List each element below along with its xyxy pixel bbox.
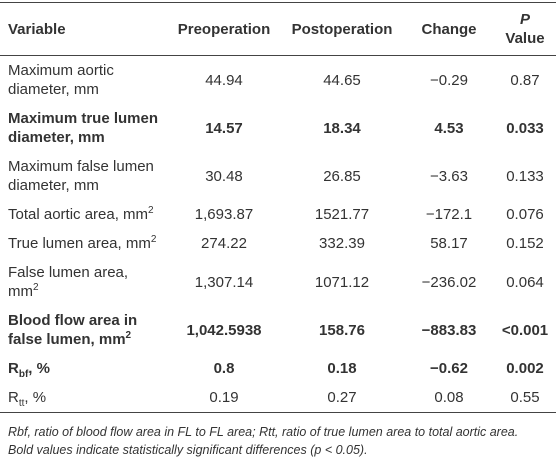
row-label: Total aortic area, mm2 <box>0 200 168 229</box>
value-cell: 0.152 <box>506 235 544 252</box>
text-part: 2 <box>125 330 132 341</box>
row-label: Rbf, % <box>0 354 168 383</box>
text-part: Maximum false lumen diameter, mm <box>8 158 154 194</box>
text-part: 2 <box>150 234 157 245</box>
value-cell: 332.39 <box>319 235 365 252</box>
value-cell: −172.1 <box>425 206 473 223</box>
value-cell: 44.94 <box>205 71 243 89</box>
value-cell: 0.19 <box>209 389 239 406</box>
value-cell: −883.83 <box>421 321 477 339</box>
row-label: Rtt, % <box>0 383 168 413</box>
value-cell: 0.18 <box>327 360 357 377</box>
text-part: Blood flow area in false lumen, mm <box>8 312 138 348</box>
footnote-line: Bold values indicate statistically signi… <box>8 443 368 457</box>
value-cell: 0.27 <box>327 389 357 406</box>
header-cell: Change <box>404 2 494 56</box>
value-cell: 1071.12 <box>314 273 370 291</box>
row-label: Maximum false lumen diameter, mm <box>0 152 168 200</box>
row-label: Maximum aortic diameter, mm <box>0 56 168 105</box>
value-cell: −0.62 <box>430 360 468 377</box>
table-row: Maximum true lumen diameter, mm 14.57 18.3… <box>0 104 556 152</box>
value-cell: 0.133 <box>506 167 544 185</box>
text-part: tt <box>18 398 25 409</box>
value-cell: 0.08 <box>434 389 464 406</box>
text-part: True lumen area, mm <box>8 235 151 252</box>
value-cell: 274.22 <box>201 235 247 252</box>
text-part: Maximum aortic diameter, mm <box>8 62 114 98</box>
text-part: bf <box>18 369 29 380</box>
text-part: Maximum true lumen diameter, mm <box>8 110 159 146</box>
row-label: Blood flow area in false lumen, mm2 <box>0 306 168 354</box>
data-table: Variable Preoperation Postoperation Change P… <box>0 2 556 413</box>
header-cell: P Value <box>494 2 556 56</box>
text-part: 2 <box>33 282 39 293</box>
table-row: Rbf, % 0.8 0.18 −0.62 0.002 <box>0 354 556 383</box>
text-part: False lumen area, mm <box>8 264 129 300</box>
value-cell: 14.57 <box>205 119 243 137</box>
text-part: Value <box>505 30 545 47</box>
text-part: , % <box>28 360 50 377</box>
table-row: Blood flow area in false lumen, mm2 1,042… <box>0 306 556 354</box>
value-cell: 1,042.5938 <box>186 321 262 339</box>
value-cell: 0.002 <box>506 360 544 377</box>
value-cell: −236.02 <box>421 273 477 291</box>
value-cell: 58.17 <box>430 235 468 252</box>
header-cell: Preoperation <box>168 2 280 56</box>
table-row: Maximum false lumen diameter, mm 30.48 26.… <box>0 152 556 200</box>
value-cell: 0.8 <box>213 360 235 377</box>
header-cell: Variable <box>0 2 168 56</box>
value-cell: −3.63 <box>430 167 468 185</box>
table-body: Maximum aortic diameter, mm 44.94 44.65 −0.… <box>0 56 556 413</box>
value-cell: −0.29 <box>430 71 468 89</box>
value-cell: 1,693.87 <box>194 206 254 223</box>
text-part: R <box>8 389 19 406</box>
table-row: True lumen area, mm2 274.22 332.39 58.17 0.1… <box>0 229 556 258</box>
value-cell: 0.064 <box>506 273 544 291</box>
value-cell: <0.001 <box>501 321 549 339</box>
value-cell: 0.87 <box>510 71 540 89</box>
value-cell: 0.033 <box>506 119 544 137</box>
table-row: Total aortic area, mm2 1,693.87 1521.77 −17… <box>0 200 556 229</box>
table-row: Maximum aortic diameter, mm 44.94 44.65 −0.… <box>0 56 556 105</box>
footnote: Rbf, ratio of blood flow area in FL to F… <box>0 413 556 459</box>
row-label: Maximum true lumen diameter, mm <box>0 104 168 152</box>
text-part: , % <box>24 389 47 406</box>
value-cell: 4.53 <box>434 119 464 137</box>
value-cell: 30.48 <box>205 167 243 185</box>
value-cell: 0.55 <box>510 389 540 406</box>
text-part: Total aortic area, mm <box>8 206 149 223</box>
footnote-line: Rbf, ratio of blood flow area in FL to F… <box>8 425 519 439</box>
text-part: P <box>519 11 530 28</box>
header-row: Variable Preoperation Postoperation Change P… <box>0 2 556 56</box>
row-label: True lumen area, mm2 <box>0 229 168 258</box>
value-cell: 44.65 <box>323 71 361 89</box>
value-cell: 26.85 <box>323 167 361 185</box>
value-cell: 0.076 <box>506 206 544 223</box>
header-cell: Postoperation <box>280 2 404 56</box>
value-cell: 1521.77 <box>314 206 370 223</box>
value-cell: 158.76 <box>319 321 365 339</box>
table-row: Rtt, % 0.19 0.27 0.08 0.55 <box>0 383 556 413</box>
table-row: False lumen area, mm2 1,307.14 1071.12 −236… <box>0 258 556 306</box>
value-cell: 1,307.14 <box>194 273 254 291</box>
row-label: False lumen area, mm2 <box>0 258 168 306</box>
text-part: R <box>8 360 19 377</box>
value-cell: 18.34 <box>323 119 361 137</box>
text-part: 2 <box>148 205 154 216</box>
